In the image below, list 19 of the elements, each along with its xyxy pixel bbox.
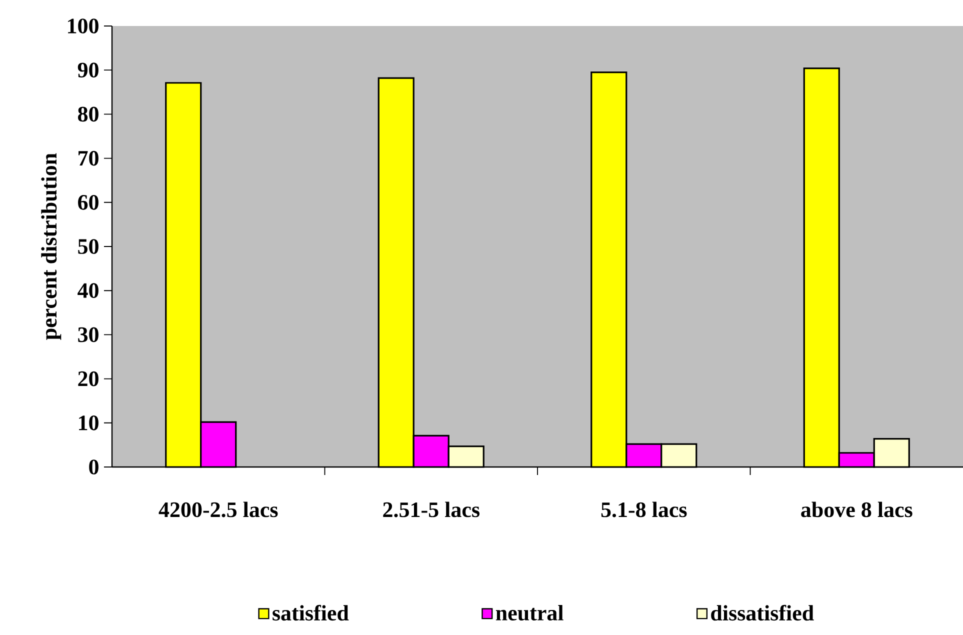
- y-tick-label: 90: [78, 62, 98, 78]
- y-tick-label: 80: [78, 106, 98, 122]
- legend-label: dissatisfied: [711, 604, 814, 621]
- y-tick-label: 50: [78, 239, 98, 254]
- y-tick-label: 20: [78, 371, 98, 386]
- y-tick-label: 0: [89, 460, 98, 474]
- x-tick-label: 5.1-8 lacs: [601, 502, 687, 518]
- y-tick-label: 60: [78, 194, 98, 210]
- y-axis-title: percent distribution: [41, 153, 62, 340]
- legend-label: neutral: [496, 605, 564, 621]
- legend-label: satisfied: [272, 604, 349, 621]
- y-tick-label: 70: [78, 150, 98, 166]
- y-tick-label: 40: [78, 283, 98, 298]
- y-tick-label: 10: [79, 415, 98, 430]
- x-tick-label: 2.51-5 lacs: [383, 502, 480, 518]
- x-tick-label: above 8 lacs: [801, 502, 912, 518]
- x-tick-label: 4200-2.5 lacs: [158, 502, 278, 518]
- y-tick-label: 30: [78, 327, 98, 342]
- y-tick-label: 100: [68, 18, 98, 34]
